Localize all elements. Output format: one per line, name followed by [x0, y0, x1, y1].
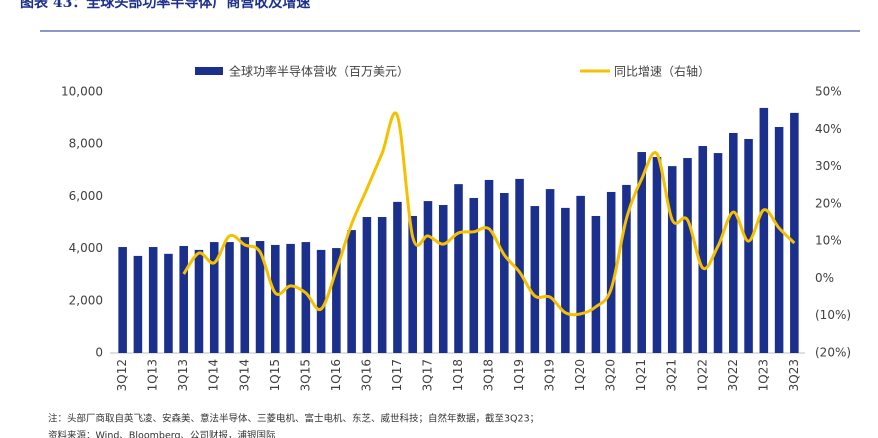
bar: [667, 166, 677, 353]
x-tick-label: 3Q18: [482, 359, 496, 391]
bar: [759, 107, 769, 354]
bar: [591, 215, 601, 353]
x-tick-label: 1Q19: [512, 359, 526, 391]
bar: [286, 243, 295, 353]
bar: [240, 237, 250, 353]
bar: [423, 201, 433, 353]
bar: [301, 242, 311, 353]
legend-label: 全球功率半导体营收（百万美元）: [229, 64, 409, 79]
bar: [438, 205, 448, 353]
bar: [255, 241, 265, 353]
bar: [652, 156, 662, 353]
bar: [362, 217, 372, 353]
bar: [561, 207, 570, 353]
bar: [209, 242, 219, 353]
bar: [713, 153, 723, 353]
bar: [408, 215, 417, 353]
x-tick-label: 3Q19: [543, 359, 557, 391]
x-tick-label: 1Q18: [451, 359, 465, 391]
bar: [133, 255, 143, 353]
x-tick-label: 3Q14: [237, 359, 251, 391]
bar: [729, 132, 738, 353]
x-tick-label: 3Q13: [176, 359, 190, 391]
bar: [148, 247, 158, 353]
y2-tick-label: (20%): [815, 346, 851, 360]
bar: [698, 146, 708, 353]
legend-label: 同比增速（右轴）: [614, 64, 710, 79]
x-tick-label: 3Q23: [787, 359, 801, 391]
x-tick-label: 3Q22: [726, 359, 740, 391]
bar: [469, 197, 479, 353]
bar: [683, 158, 692, 353]
bar: [393, 201, 402, 353]
bar: [225, 242, 234, 353]
bar: [515, 178, 524, 353]
bar: [347, 230, 356, 353]
y-tick-label: 2,000: [69, 293, 103, 307]
x-tick-label: 1Q13: [146, 359, 160, 391]
y2-tick-label: 10%: [815, 234, 842, 248]
bar: [118, 247, 127, 353]
x-tick-label: 1Q22: [695, 359, 709, 391]
y2-tick-label: 20%: [815, 196, 842, 210]
x-tick-label: 1Q21: [634, 359, 648, 391]
bar: [271, 244, 280, 353]
x-tick-label: 1Q14: [207, 359, 221, 391]
x-tick-label: 3Q15: [298, 359, 312, 391]
bar: [530, 206, 540, 353]
x-tick-label: 3Q12: [115, 359, 129, 391]
bar: [454, 184, 463, 353]
growth-line: [182, 111, 796, 317]
bar: [576, 195, 585, 353]
bar: [545, 189, 555, 353]
source: 资料来源：Wind、Bloomberg、公司财报，浦银国际: [48, 430, 276, 438]
bar: [194, 249, 204, 353]
x-tick-label: 1Q20: [573, 359, 587, 391]
bar: [774, 126, 784, 353]
bar: [500, 193, 509, 353]
x-tick-label: 1Q15: [268, 359, 282, 391]
y-tick-label: 6,000: [69, 189, 103, 203]
x-tick-label: 1Q17: [390, 359, 404, 391]
bar: [164, 253, 173, 353]
bar: [606, 191, 616, 353]
x-tick-label: 3Q20: [604, 359, 618, 391]
bar: [377, 217, 387, 353]
bar: [744, 138, 753, 353]
bar: [484, 179, 494, 353]
bar: [622, 184, 631, 353]
bar: [637, 152, 646, 353]
bar: [179, 245, 188, 353]
x-tick-label: 3Q17: [420, 359, 434, 391]
y-tick-label: 0: [95, 346, 103, 360]
x-tick-label: 3Q21: [665, 359, 679, 391]
y2-tick-label: 30%: [815, 159, 842, 173]
chart-title: 图表 43：全球头部功率半导体厂商营收及增速: [20, 0, 310, 11]
y-tick-label: 10,000: [61, 85, 103, 99]
y-tick-label: 4,000: [69, 241, 103, 255]
bar: [790, 112, 799, 353]
y2-tick-label: 50%: [815, 85, 842, 99]
y2-tick-label: 40%: [815, 122, 842, 136]
footnote: 注：头部厂商取自英飞凌、安森美、意法半导体、三菱电机、富士电机、东芝、威世科技；…: [48, 413, 539, 425]
y2-tick-label: (10%): [815, 308, 851, 322]
x-tick-label: 1Q16: [329, 359, 343, 391]
bar: [332, 248, 341, 353]
y2-tick-label: 0%: [815, 271, 834, 285]
x-tick-label: 3Q16: [359, 359, 373, 391]
y-tick-label: 8,000: [69, 137, 103, 151]
x-tick-label: 1Q23: [756, 359, 770, 391]
bar: [316, 249, 326, 353]
legend-swatch: [195, 67, 223, 75]
